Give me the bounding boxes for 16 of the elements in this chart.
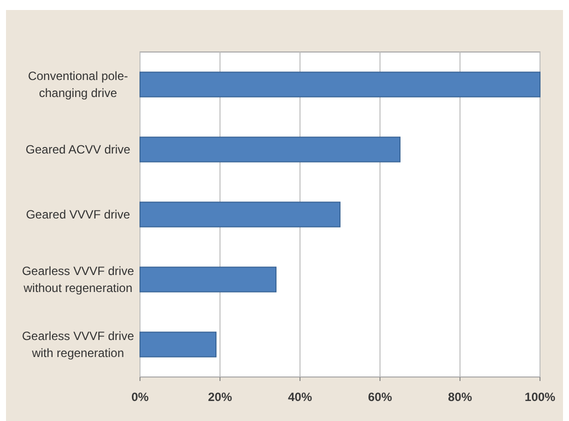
bar	[140, 202, 340, 228]
bar	[140, 72, 540, 98]
y-tick-label: Geared VVVF drive	[26, 208, 130, 222]
x-tick-label: 80%	[448, 390, 472, 404]
y-tick-label: Geared ACVV drive	[26, 142, 131, 156]
bar	[140, 332, 216, 358]
x-tick-label: 60%	[368, 390, 392, 404]
x-tick-label: 0%	[131, 390, 149, 404]
y-tick-label: Gearless VVVF drive with regeneration	[22, 329, 134, 360]
bar	[140, 136, 400, 162]
x-tick-label: 20%	[208, 390, 232, 404]
y-tick-label: Conventional pole-changing drive	[28, 69, 128, 100]
bar	[140, 266, 276, 292]
y-tick-label: Gearless VVVF drive without regeneration	[22, 264, 134, 295]
x-tick-label: 100%	[524, 390, 556, 404]
x-tick-label: 40%	[288, 390, 312, 404]
